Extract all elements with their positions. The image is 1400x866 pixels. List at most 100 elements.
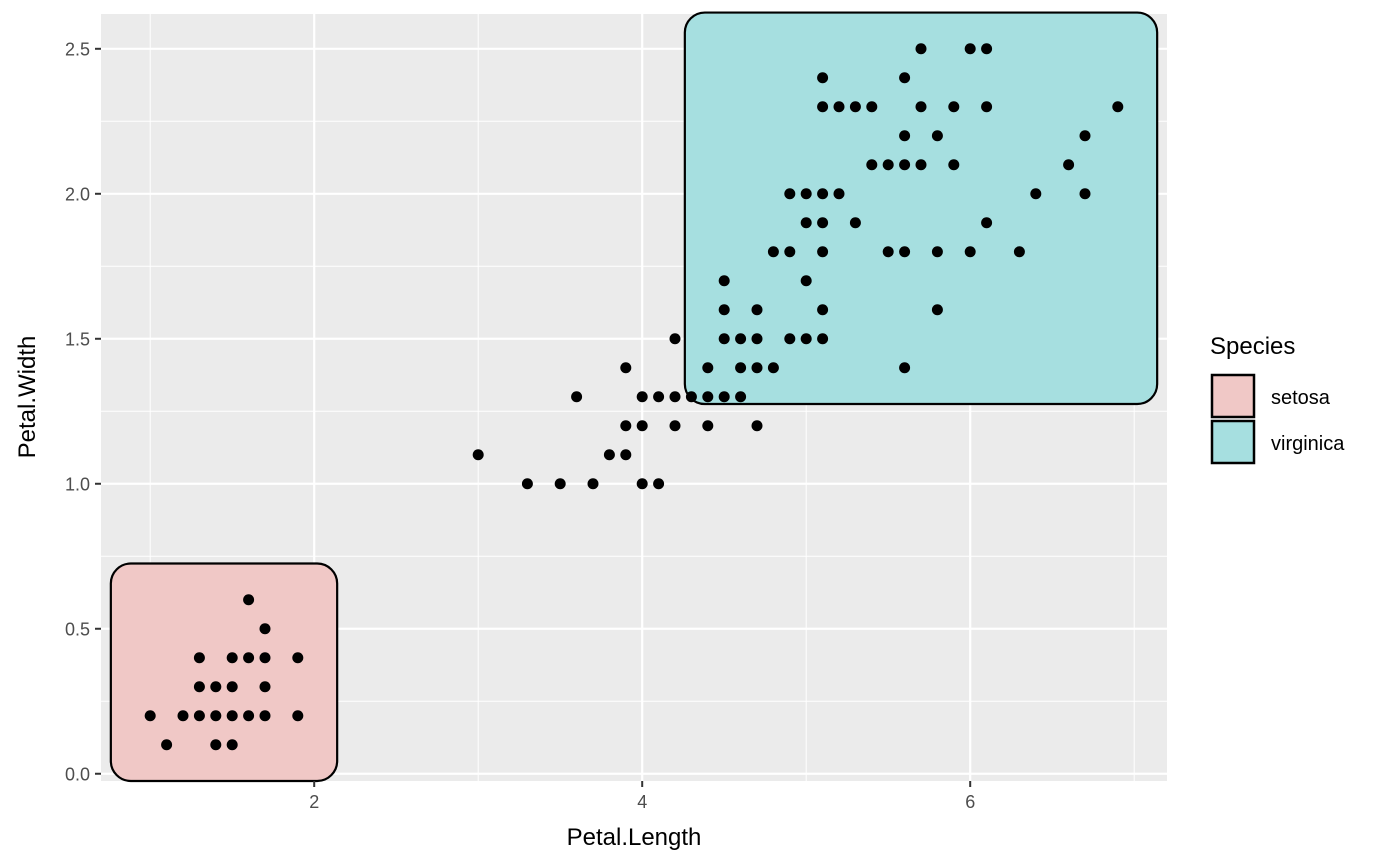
data-point [784,246,796,258]
legend-label-virginica: virginica [1271,433,1345,455]
data-point [751,304,763,316]
data-point [981,43,993,55]
data-point [800,275,812,287]
data-point [571,391,583,403]
data-point [259,681,271,693]
data-point [882,246,894,258]
data-point [751,333,763,345]
data-point [669,420,681,432]
y-tick-label: 2.5 [65,39,90,59]
data-point [603,449,615,461]
data-point [849,217,861,229]
data-point [226,710,238,722]
data-point [620,420,632,432]
data-point [1013,246,1025,258]
data-point [915,101,927,113]
data-point [800,217,812,229]
data-point [193,681,205,693]
data-point [620,362,632,374]
data-point [702,420,714,432]
data-point [177,710,189,722]
legend-key-virginica [1210,419,1256,465]
data-point [964,246,976,258]
legend-label-setosa: setosa [1271,387,1331,409]
data-point [144,710,156,722]
data-point [702,391,714,403]
data-point [817,304,829,316]
data-point [1063,159,1075,171]
data-point [636,420,648,432]
data-point [259,652,271,664]
data-point [964,43,976,55]
data-point [210,739,222,751]
data-point [193,652,205,664]
data-point [292,652,304,664]
data-point [899,159,911,171]
data-point [472,449,484,461]
data-point [915,159,927,171]
data-point [735,333,747,345]
data-point [817,333,829,345]
y-axis-title: Petal.Width [14,336,41,459]
species-hulls [109,11,1159,783]
data-point [735,391,747,403]
x-tick-label: 6 [965,792,975,812]
y-tick-label: 1.0 [65,474,90,494]
data-point [767,362,779,374]
data-point [866,101,878,113]
hull-virginica [683,11,1159,406]
data-point [210,681,222,693]
data-point [931,304,943,316]
data-point [784,188,796,200]
data-point [751,420,763,432]
data-point [948,159,960,171]
data-point [1079,188,1091,200]
x-axis-title: Petal.Length [567,824,702,851]
x-tick-label: 4 [637,792,647,812]
data-point [1030,188,1042,200]
data-point [817,188,829,200]
data-point [751,362,763,374]
x-tick-label: 2 [309,792,319,812]
data-point [981,217,993,229]
data-point [800,333,812,345]
y-tick-label: 0.0 [65,764,90,784]
data-point [899,362,911,374]
data-point [833,188,845,200]
data-point [521,478,533,490]
data-point [554,478,566,490]
y-tick-label: 2.0 [65,184,90,204]
data-point [685,391,697,403]
data-point [718,391,730,403]
data-point [243,594,255,606]
legend-key-setosa [1210,373,1256,419]
data-point [1079,130,1091,142]
data-point [948,101,960,113]
data-point [981,101,993,113]
data-point [899,246,911,258]
legend-title: Species [1210,333,1295,360]
data-point [899,130,911,142]
data-point [784,333,796,345]
data-point [193,710,205,722]
data-point [931,130,943,142]
data-point [915,43,927,55]
data-point [931,246,943,258]
data-point [243,710,255,722]
data-point [161,739,173,751]
data-point [226,739,238,751]
data-point [259,623,271,635]
data-point [292,710,304,722]
data-point [800,188,812,200]
data-point [259,710,271,722]
data-point [587,478,599,490]
data-point [882,159,894,171]
data-point [817,217,829,229]
data-point [718,333,730,345]
y-tick-label: 1.5 [65,329,90,349]
data-point [669,333,681,345]
data-point [866,159,878,171]
data-point [210,710,222,722]
data-point [718,304,730,316]
